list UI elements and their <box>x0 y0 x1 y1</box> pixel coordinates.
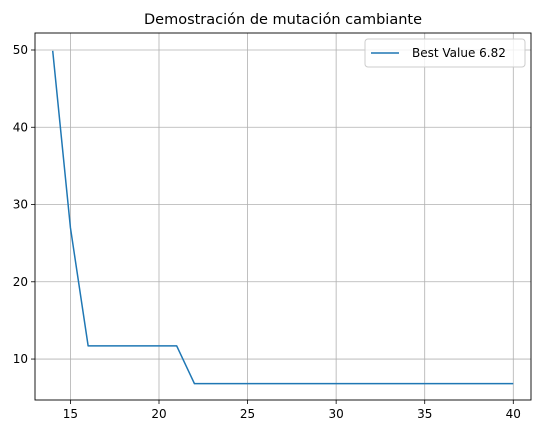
y-tick-label: 50 <box>13 43 28 57</box>
x-tick-label: 35 <box>417 407 432 421</box>
series-layer <box>51 50 514 385</box>
series-line-0 <box>51 50 514 385</box>
legend: Best Value 6.82 <box>364 38 526 68</box>
x-tick-label: 20 <box>151 407 166 421</box>
y-tick-label: 30 <box>13 198 28 212</box>
legend-box <box>364 38 526 68</box>
x-tick-label: 30 <box>329 407 344 421</box>
plot-frame <box>34 32 532 401</box>
y-tick-label: 10 <box>13 352 28 366</box>
x-tick-label: 40 <box>506 407 521 421</box>
chart-title: Demostración de mutación cambiante <box>144 12 422 28</box>
x-axis: 15 20 25 30 35 40 <box>63 400 521 421</box>
y-tick-label: 40 <box>13 120 28 134</box>
x-tick-label: 25 <box>240 407 255 421</box>
y-axis: 10 20 30 40 50 <box>13 43 35 366</box>
grid-lines <box>35 33 531 400</box>
y-tick-label: 20 <box>13 275 28 289</box>
x-tick-label: 15 <box>63 407 78 421</box>
legend-label: Best Value 6.82 <box>412 46 506 60</box>
